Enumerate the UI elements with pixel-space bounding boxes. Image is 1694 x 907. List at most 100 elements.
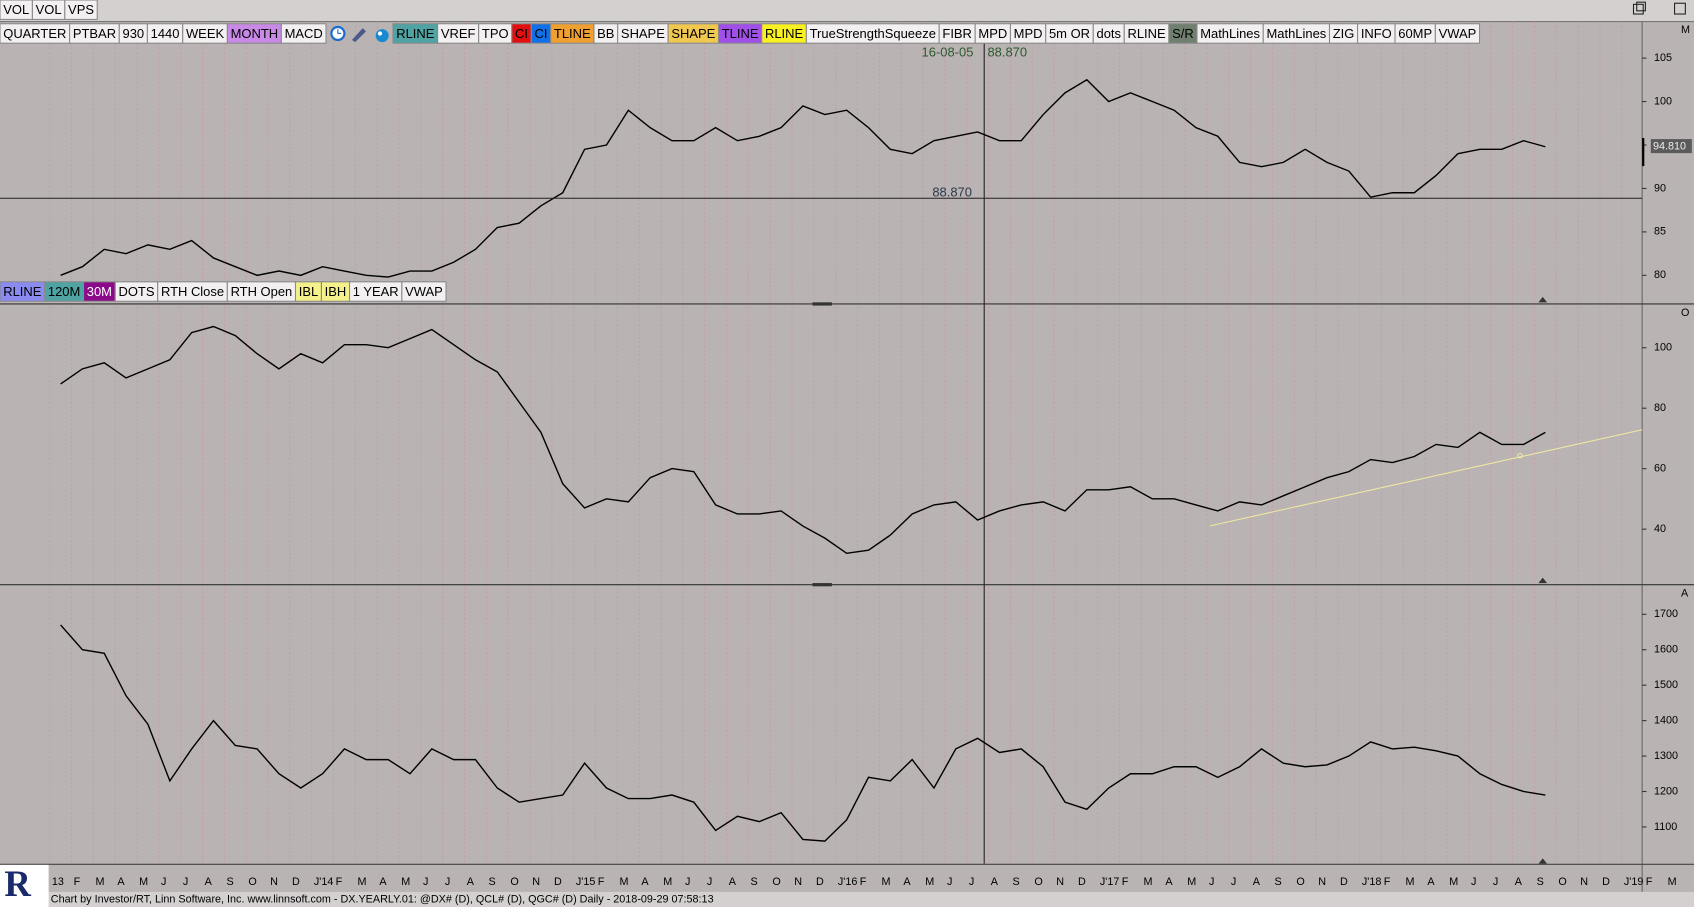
y-tick-label: 60: [1654, 463, 1666, 475]
x-tick-label: M: [1144, 876, 1153, 888]
x-tick-label: A: [1515, 876, 1523, 888]
window-controls: [1632, 1, 1686, 15]
button-label: FIBR: [942, 26, 972, 41]
button-label: 1 YEAR: [353, 284, 399, 299]
x-tick-label: D: [1340, 876, 1348, 888]
scroll-markers: [1538, 296, 1548, 864]
button-label: RLINE: [3, 284, 42, 299]
y-tick-label: 90: [1654, 182, 1666, 194]
button[interactable]: [280, 23, 327, 44]
x-tick-label: J: [947, 876, 952, 888]
x-tick-label: D: [1078, 876, 1086, 888]
x-tick-label: M: [1449, 876, 1458, 888]
x-tick-label: J: [1471, 876, 1476, 888]
x-tick-label: F: [860, 876, 867, 888]
trend-anchor: [1517, 452, 1523, 459]
y-tick-label: 1300: [1654, 750, 1678, 762]
button-label: ZIG: [1333, 26, 1355, 41]
month-grid: [49, 21, 1623, 864]
button-label: MACD: [285, 26, 323, 41]
x-tick-label: N: [1056, 876, 1064, 888]
price-line: [60, 624, 1546, 842]
button-label: IBH: [325, 284, 347, 299]
button-label: MathLines: [1200, 26, 1260, 41]
button-label: IBL: [299, 284, 318, 299]
button-label: RTH Open: [231, 284, 293, 299]
x-tick-label: N: [270, 876, 278, 888]
button-label: MPD: [978, 26, 1007, 41]
x-tick-label: D: [1602, 876, 1610, 888]
price-tag: [1650, 139, 1692, 154]
button-label: 60MP: [1398, 26, 1432, 41]
button-label: 1440: [151, 26, 180, 41]
y-tick-label: 105: [1654, 52, 1672, 64]
x-tick-label: A: [991, 876, 999, 888]
x-tick-label: F: [598, 876, 605, 888]
x-tick-label: M: [1406, 876, 1415, 888]
x-tick-label: J'19: [1624, 876, 1643, 888]
button[interactable]: [64, 0, 98, 20]
x-tick-label: F: [1646, 876, 1653, 888]
button-label: 5m OR: [1049, 26, 1090, 41]
x-tick-label: O: [510, 876, 518, 888]
button-label: VREF: [441, 26, 476, 41]
button-label: TrueStrengthSqueeze: [810, 26, 936, 41]
x-tick-label: S: [751, 876, 758, 888]
button-label: TLINE: [722, 26, 759, 41]
x-tick-label: M: [401, 876, 410, 888]
button-label: SHAPE: [621, 26, 665, 41]
x-tick-label: M: [925, 876, 934, 888]
y-tick-label: 1600: [1654, 644, 1678, 656]
drop-highlight: [377, 31, 383, 36]
price-line: [60, 78, 1546, 278]
button-label: RLINE: [1127, 26, 1166, 41]
x-tick-label: O: [1034, 876, 1042, 888]
button[interactable]: [1434, 23, 1481, 44]
maximize-button[interactable]: [1674, 2, 1686, 15]
x-tick-label: J: [445, 876, 450, 888]
x-tick-label: J: [1209, 876, 1214, 888]
x-tick-label: J'17: [1100, 876, 1119, 888]
x-tick-label: F: [74, 876, 81, 888]
y-tick-label: 1200: [1654, 785, 1678, 797]
restore-button-back: [1636, 1, 1646, 12]
y-tick-label: 100: [1654, 95, 1672, 107]
y-tick-label: 1700: [1654, 608, 1678, 620]
x-tick-label: N: [532, 876, 540, 888]
x-tick-label: J'18: [1362, 876, 1381, 888]
button-label: VOL: [36, 2, 62, 17]
level-label: 88.870: [932, 184, 972, 199]
button[interactable]: [401, 281, 447, 302]
y-tick-label: 85: [1654, 226, 1666, 238]
button-label: RLINE: [396, 26, 435, 41]
x-tick-label: M: [1187, 876, 1196, 888]
splitter-handle[interactable]: [812, 583, 832, 587]
x-tick-label: D: [292, 876, 300, 888]
button-label: VPS: [68, 2, 94, 17]
y-tick-label: 40: [1654, 523, 1666, 535]
drop-icon[interactable]: [375, 29, 389, 43]
button-label: VWAP: [405, 284, 443, 299]
pencil-icon[interactable]: [351, 28, 366, 43]
button-label: TPO: [482, 26, 509, 41]
button-label: BB: [597, 26, 614, 41]
clock-hands: [337, 29, 342, 35]
button-label: DOTS: [118, 284, 154, 299]
x-tick-label: F: [1122, 876, 1129, 888]
logo-box: [0, 864, 49, 907]
button-label: VWAP: [1439, 26, 1477, 41]
restore-button[interactable]: [1632, 3, 1644, 15]
button-label: PTBAR: [73, 26, 116, 41]
button-label: dots: [1097, 26, 1122, 41]
x-tick-label: A: [729, 876, 737, 888]
x-tick-label: A: [467, 876, 475, 888]
panel-letter: A: [1681, 588, 1689, 600]
logo: R: [4, 863, 31, 904]
x-tick-label: M: [358, 876, 367, 888]
x-tick-label: M: [663, 876, 672, 888]
splitter-handle[interactable]: [812, 302, 832, 306]
button-label: RTH Close: [161, 284, 224, 299]
x-tick-label: J'15: [576, 876, 595, 888]
x-tick-label: A: [1165, 876, 1173, 888]
